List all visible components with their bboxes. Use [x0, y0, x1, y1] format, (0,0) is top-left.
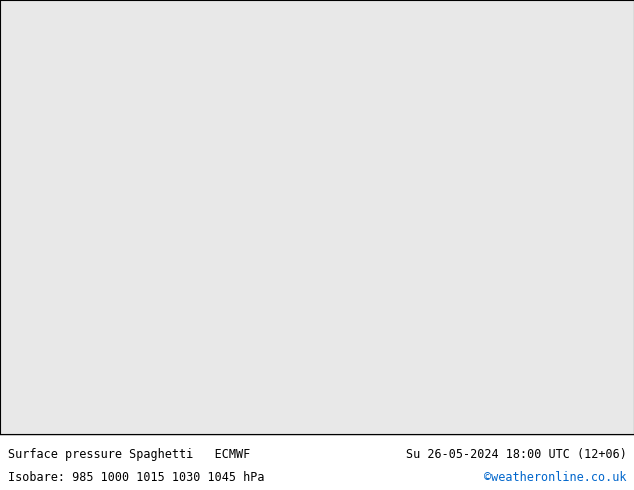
Text: Su 26-05-2024 18:00 UTC (12+06): Su 26-05-2024 18:00 UTC (12+06)	[406, 448, 626, 461]
Text: ©weatheronline.co.uk: ©weatheronline.co.uk	[484, 471, 626, 484]
Text: Isobare: 985 1000 1015 1030 1045 hPa: Isobare: 985 1000 1015 1030 1045 hPa	[8, 471, 264, 484]
Text: Surface pressure Spaghetti   ECMWF: Surface pressure Spaghetti ECMWF	[8, 448, 250, 461]
